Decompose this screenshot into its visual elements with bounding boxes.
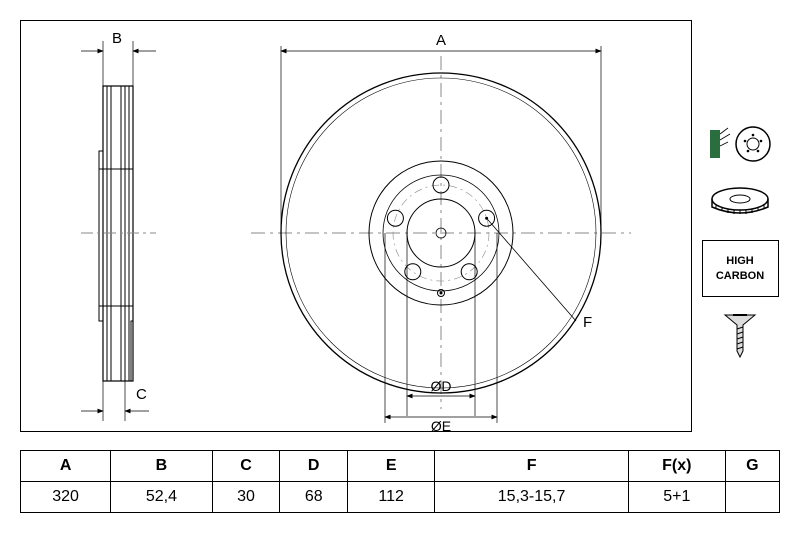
drawing-frame: B C xyxy=(20,20,692,432)
dim-label-b: B xyxy=(112,30,122,47)
cell-value: 15,3-15,7 xyxy=(435,482,629,513)
col-header: D xyxy=(280,451,348,482)
side-view: B C xyxy=(81,30,156,421)
col-header: F(x) xyxy=(628,451,725,482)
dim-label-e: ØE xyxy=(431,418,451,431)
table-value-row: 320 52,4 30 68 112 15,3-15,7 5+1 xyxy=(21,482,780,513)
dim-label-c: C xyxy=(136,386,147,403)
table-header-row: A B C D E F F(x) G xyxy=(21,451,780,482)
col-header: A xyxy=(21,451,111,482)
col-header: E xyxy=(348,451,435,482)
dim-label-a: A xyxy=(436,32,446,49)
cell-value: 320 xyxy=(21,482,111,513)
col-header: G xyxy=(725,451,779,482)
col-header: C xyxy=(212,451,280,482)
front-view: A ØD ØE F xyxy=(251,32,631,431)
dim-label-d: ØD xyxy=(431,378,452,394)
col-header: B xyxy=(111,451,212,482)
cell-value: 5+1 xyxy=(628,482,725,513)
col-header: F xyxy=(435,451,629,482)
coating-icon xyxy=(708,120,773,165)
cell-value: 68 xyxy=(280,482,348,513)
screw-icon xyxy=(708,312,773,357)
cell-value: 30 xyxy=(212,482,280,513)
high-carbon-badge: HIGH CARBON xyxy=(702,240,779,297)
high-carbon-line1: HIGH xyxy=(726,255,754,267)
dim-label-f: F xyxy=(583,314,592,331)
dimension-table: A B C D E F F(x) G 320 52,4 30 68 112 15… xyxy=(20,450,780,513)
cell-value xyxy=(725,482,779,513)
cell-value: 52,4 xyxy=(111,482,212,513)
cell-value: 112 xyxy=(348,482,435,513)
high-carbon-line2: CARBON xyxy=(716,270,764,282)
vented-disc-icon xyxy=(708,180,773,225)
feature-icons: HIGH CARBON xyxy=(700,120,780,357)
technical-drawing: B C xyxy=(21,21,691,431)
